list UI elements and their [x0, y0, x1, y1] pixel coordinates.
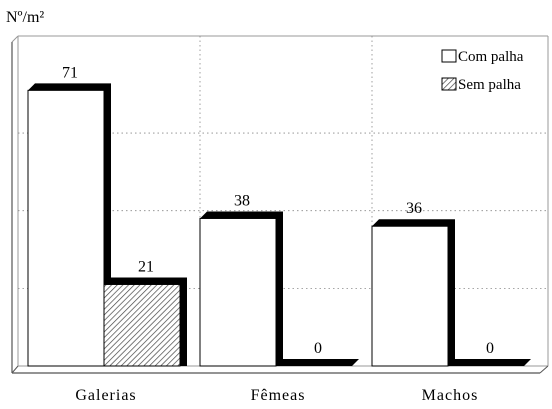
bar-femeas-com-palha: [199, 217, 277, 367]
value-label-galerias-sem-palha: 21: [138, 258, 154, 275]
x-tick-labels: Galerias Fêmeas Machos: [75, 387, 479, 404]
value-label-machos-com-palha: 36: [406, 200, 422, 217]
legend-swatch-com-palha: [441, 49, 457, 63]
y-axis-label: Nº/m²: [6, 9, 44, 26]
bar-galerias-com-palha: [27, 89, 105, 367]
value-label-femeas-sem-palha: 0: [314, 340, 322, 357]
value-label-femeas-com-palha: 38: [234, 192, 250, 209]
bar-shadow-femeas-sem-palha: [276, 359, 359, 366]
bar-shadow-machos-sem-palha: [448, 359, 531, 366]
legend: Com palha Sem palha: [441, 49, 524, 93]
legend-label-com-palha: Com palha: [458, 49, 524, 65]
bars: [27, 83, 531, 367]
x-tick-label-0: Galerias: [75, 387, 136, 404]
value-label-galerias-com-palha: 71: [62, 64, 78, 81]
value-labels: 71 21 38 0 36 0: [62, 64, 494, 357]
bar-machos-sem-palha: [448, 365, 524, 366]
legend-swatch-sem-palha: [441, 77, 457, 91]
x-tick-label-2: Machos: [422, 387, 479, 404]
value-label-machos-sem-palha: 0: [486, 340, 494, 357]
bar-femeas-sem-palha: [276, 365, 352, 366]
bar-machos-com-palha: [371, 225, 449, 367]
legend-label-sem-palha: Sem palha: [458, 77, 521, 93]
bar-galerias-sem-palha: [103, 283, 181, 367]
x-tick-label-1: Fêmeas: [251, 387, 306, 404]
